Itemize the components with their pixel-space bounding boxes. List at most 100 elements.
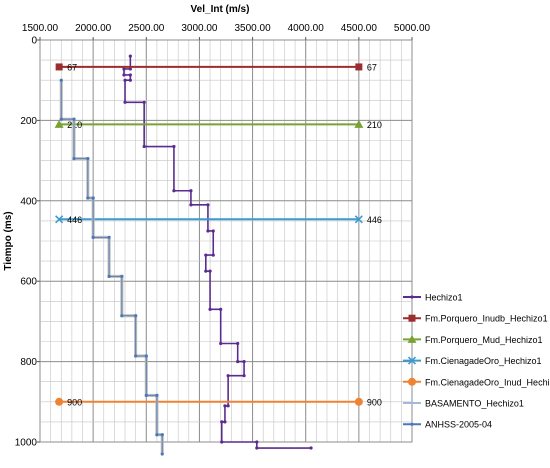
data-point bbox=[242, 374, 246, 378]
data-label: 900 bbox=[67, 397, 82, 407]
data-point bbox=[144, 393, 148, 397]
legend-swatch-marker bbox=[408, 377, 416, 386]
legend-item: BASAMENTO_Hechizo1 bbox=[403, 399, 524, 409]
data-label: 900 bbox=[367, 397, 382, 407]
data-point bbox=[219, 341, 223, 346]
data-point bbox=[354, 215, 363, 224]
legend-label: Fm.CienagadeOro_Hechizo1 bbox=[425, 356, 542, 366]
y-tick-label: 200 bbox=[20, 116, 37, 127]
data-point bbox=[54, 119, 64, 128]
data-point bbox=[236, 360, 240, 364]
data-point bbox=[128, 54, 132, 58]
data-label: 210 bbox=[367, 120, 382, 130]
legend-label: Fm.CienagadeOro_Inud_Hechizo1 bbox=[425, 377, 550, 387]
data-point bbox=[223, 404, 227, 408]
legend-swatch-marker bbox=[410, 295, 414, 299]
data-point bbox=[189, 203, 193, 207]
x-tick-label: 3000.00 bbox=[181, 23, 218, 34]
data-point bbox=[354, 119, 364, 128]
legend-swatch-marker bbox=[410, 422, 414, 426]
data-point bbox=[128, 78, 132, 82]
legend-swatch-marker bbox=[407, 334, 417, 343]
data-point bbox=[120, 314, 124, 318]
data-point bbox=[172, 144, 176, 149]
data-point bbox=[204, 253, 208, 257]
legend-item: Fm.CienagadeOro_Hechizo1 bbox=[403, 356, 542, 366]
legend-swatch-marker bbox=[408, 399, 416, 407]
data-point bbox=[91, 235, 95, 239]
data-point bbox=[223, 420, 227, 424]
data-point bbox=[107, 274, 111, 278]
data-point bbox=[134, 354, 138, 358]
data-point bbox=[123, 100, 127, 104]
data-label: 446 bbox=[367, 215, 382, 225]
data-point bbox=[355, 63, 363, 71]
data-point bbox=[155, 433, 159, 437]
x-axis-title: Vel_Int (m/s) bbox=[191, 4, 250, 15]
legend-swatch-marker bbox=[407, 356, 417, 365]
legend: Hechizo1 Fm.Porquero_Inudb_Hechizo1 Fm.Por… bbox=[403, 293, 550, 430]
data-point bbox=[142, 144, 146, 149]
data-point bbox=[220, 440, 224, 444]
legend-label: ANHSS-2005-04 bbox=[425, 420, 492, 430]
y-tick-label: 1000 bbox=[15, 438, 38, 449]
data-point bbox=[211, 253, 215, 257]
data-point bbox=[219, 307, 223, 311]
data-label: 67 bbox=[367, 62, 377, 72]
data-point bbox=[122, 73, 126, 77]
legend-label: Fm.Porquero_Mud_Hechizo1 bbox=[425, 335, 543, 345]
legend-item: Fm.Porquero_Mud_Hechizo1 bbox=[403, 334, 543, 345]
x-tick-label: 3500.00 bbox=[234, 23, 271, 34]
data-point bbox=[220, 420, 224, 424]
y-tick-label: 600 bbox=[20, 277, 37, 288]
data-point bbox=[255, 446, 259, 450]
data-point bbox=[206, 229, 210, 233]
data-point bbox=[120, 274, 124, 278]
data-point bbox=[86, 196, 90, 200]
legend-label: Hechizo1 bbox=[425, 293, 463, 303]
legend-item: Fm.CienagadeOro_Inud_Hechizo1 bbox=[403, 377, 550, 387]
series-0 bbox=[122, 54, 313, 450]
data-point bbox=[142, 100, 146, 104]
x-tick-label: 2000.00 bbox=[75, 23, 112, 34]
series-6 bbox=[59, 78, 164, 456]
data-point bbox=[204, 269, 208, 273]
data-point bbox=[242, 360, 246, 364]
legend-label: Fm.Porquero_Inudb_Hechizo1 bbox=[425, 314, 548, 324]
data-point bbox=[208, 307, 212, 311]
x-tick-label: 4500.00 bbox=[341, 23, 378, 34]
data-point bbox=[59, 117, 63, 121]
data-point bbox=[236, 341, 240, 346]
data-point bbox=[107, 235, 111, 239]
data-point bbox=[134, 314, 138, 318]
data-point bbox=[155, 393, 159, 397]
data-point bbox=[172, 189, 176, 193]
data-point bbox=[122, 67, 126, 71]
data-point bbox=[226, 374, 230, 378]
legend-label: BASAMENTO_Hechizo1 bbox=[425, 399, 524, 409]
x-tick-label: 2500.00 bbox=[128, 23, 165, 34]
grid bbox=[39, 39, 413, 443]
data-point bbox=[354, 397, 363, 406]
x-tick-label: 4000.00 bbox=[288, 23, 325, 34]
y-tick-label: 0 bbox=[31, 36, 37, 47]
data-point bbox=[128, 73, 132, 77]
data-point bbox=[55, 397, 64, 406]
legend-item: Hechizo1 bbox=[403, 293, 463, 303]
data-point bbox=[59, 78, 63, 82]
data-point bbox=[255, 440, 259, 444]
x-tick-label: 5000.00 bbox=[394, 23, 431, 34]
legend-item: ANHSS-2005-04 bbox=[403, 420, 492, 430]
legend-item: Fm.Porquero_Inudb_Hechizo1 bbox=[403, 314, 548, 324]
data-point bbox=[55, 63, 63, 71]
data-point bbox=[86, 156, 90, 161]
x-tick-label: 1500.00 bbox=[22, 23, 59, 34]
y-tick-label: 800 bbox=[20, 357, 37, 368]
series-line bbox=[60, 80, 163, 455]
series-1: 67 67 bbox=[55, 62, 377, 72]
data-point bbox=[144, 354, 148, 358]
data-point bbox=[72, 156, 76, 161]
data-point bbox=[208, 269, 212, 273]
